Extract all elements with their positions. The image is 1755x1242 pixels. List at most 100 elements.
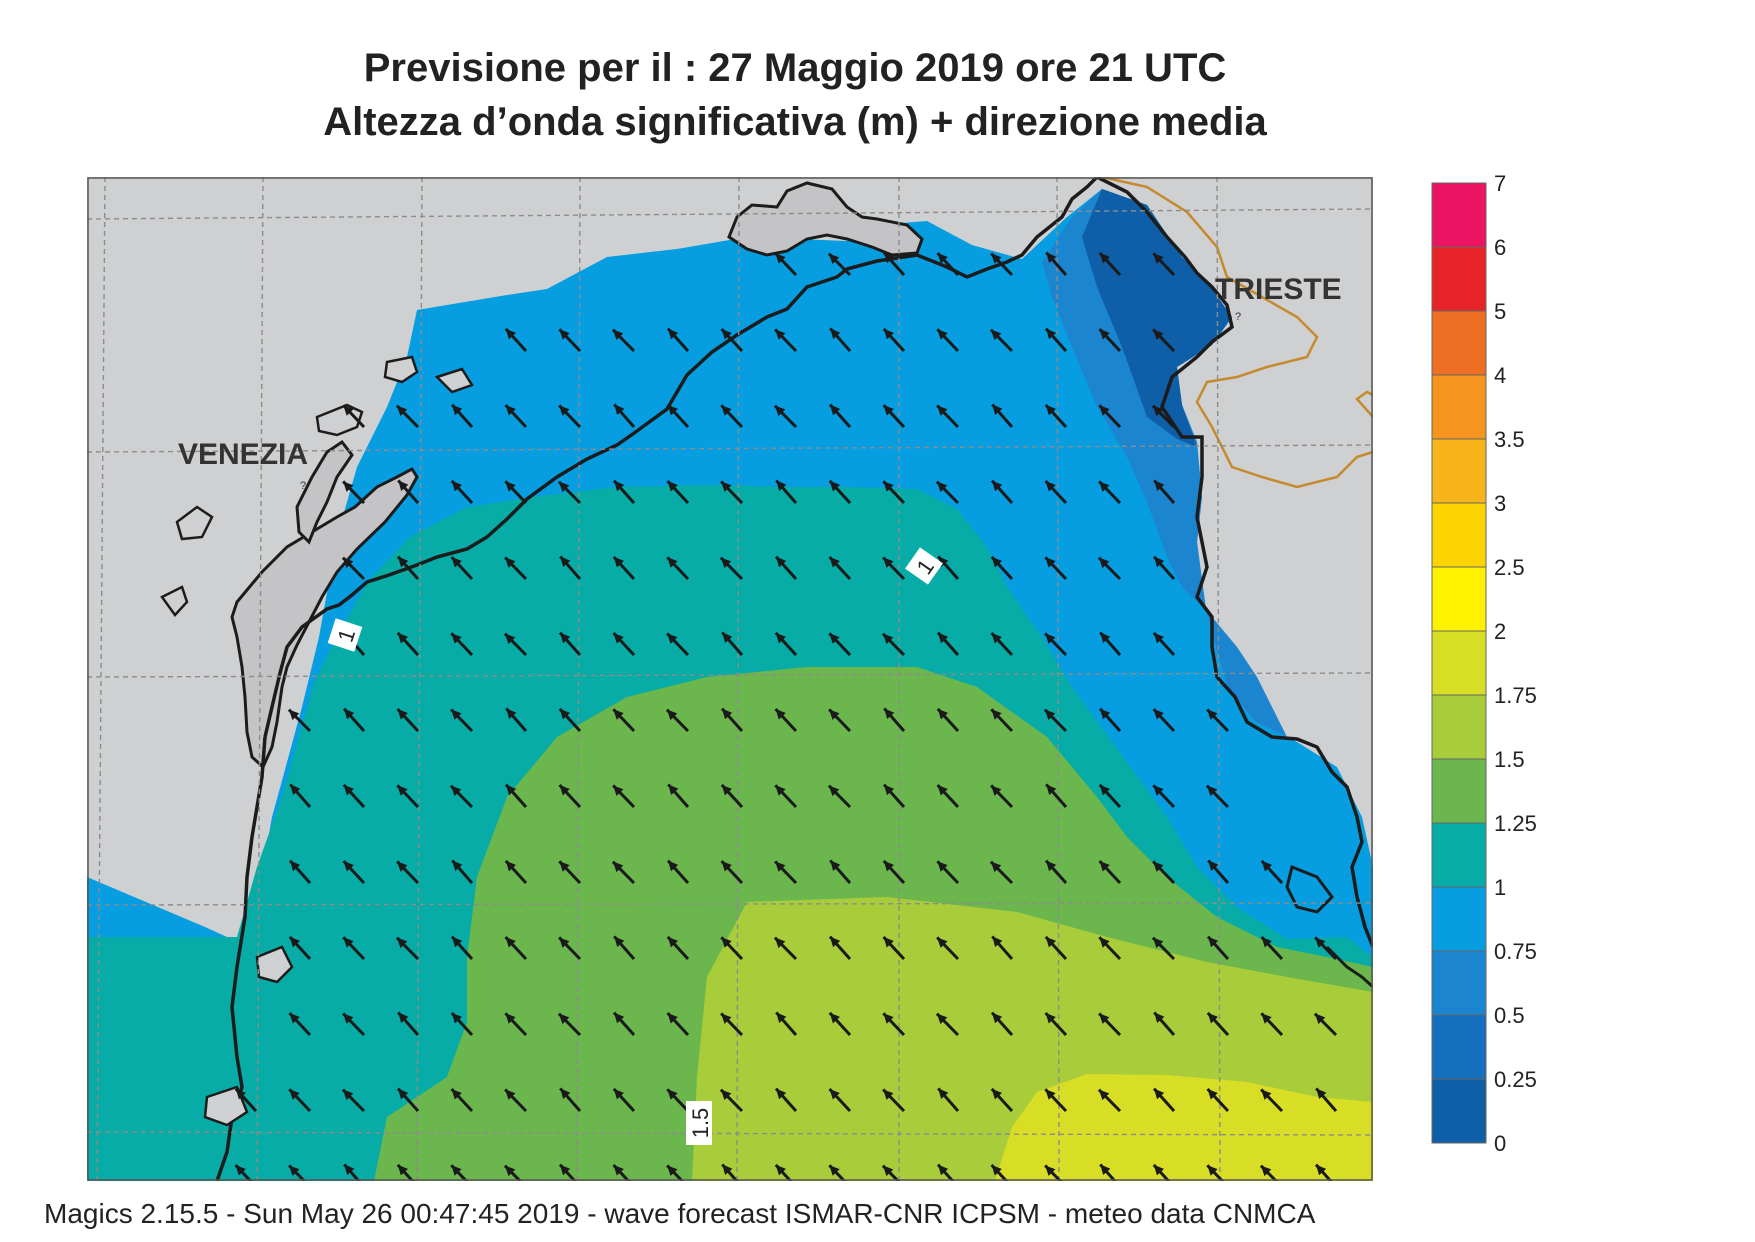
direction-arrow-head xyxy=(828,785,840,797)
direction-arrow-head xyxy=(1153,861,1164,872)
direction-arrow-head xyxy=(937,253,948,264)
direction-arrow-head xyxy=(991,709,1002,720)
direction-arrow-head xyxy=(721,405,732,416)
direction-arrow-head xyxy=(398,480,409,492)
grado-lagoon xyxy=(727,181,924,257)
direction-arrow-head xyxy=(883,481,894,492)
direction-arrow-head xyxy=(559,708,570,720)
sea-band-0-0.25 xyxy=(1082,189,1232,447)
colorbar-tick-label: 0.5 xyxy=(1494,1003,1525,1028)
direction-arrow-head xyxy=(398,1088,409,1100)
direction-arrow-head xyxy=(344,708,355,720)
direction-arrow-head xyxy=(775,709,786,720)
direction-arrow-head xyxy=(774,937,786,949)
direction-arrow-head xyxy=(1260,1165,1272,1177)
direction-arrow-head xyxy=(505,1013,516,1024)
direction-arrow-head xyxy=(560,556,571,568)
direction-arrow-head xyxy=(1154,556,1165,568)
direction-arrow-head xyxy=(559,861,570,872)
direction-arrow-head xyxy=(992,936,1003,948)
direction-arrow-head xyxy=(990,861,1002,873)
direction-arrow-head xyxy=(1100,1164,1111,1176)
direction-arrow-head xyxy=(884,708,895,720)
wave-direction-arrows xyxy=(234,251,1338,1181)
direction-arrow-head xyxy=(343,481,354,492)
direction-arrow-head xyxy=(1207,709,1218,720)
direction-arrow-head xyxy=(991,785,1002,796)
direction-arrow-head xyxy=(721,784,732,796)
direction-arrow-head xyxy=(938,1164,949,1176)
colorbar-tick-label: 2.5 xyxy=(1494,555,1525,580)
direction-arrow-head xyxy=(722,632,733,644)
direction-arrow-head xyxy=(883,405,894,416)
colorbar-swatches xyxy=(1431,182,1487,1144)
direction-arrow-head xyxy=(1045,936,1056,948)
direction-arrow-head xyxy=(991,253,1002,264)
colorbar-tick-label: 0.75 xyxy=(1494,939,1537,964)
direction-arrow-head xyxy=(560,632,571,644)
direction-arrow-head xyxy=(1314,1013,1326,1025)
direction-arrow-head xyxy=(614,480,625,492)
direction-arrow-head xyxy=(1153,709,1164,720)
direction-arrow-head xyxy=(396,405,408,417)
colorbar-tick-label: 3.5 xyxy=(1494,427,1525,452)
direction-arrow-head xyxy=(344,1164,355,1176)
direction-arrow-head xyxy=(235,1088,246,1100)
direction-arrow-head xyxy=(1153,253,1164,264)
colorbar-tick-label: 0.25 xyxy=(1494,1067,1537,1092)
direction-arrow-head xyxy=(775,253,786,264)
direction-arrow-head xyxy=(938,1088,949,1100)
direction-arrow-head xyxy=(937,405,948,416)
colorbar-swatch xyxy=(1431,630,1487,696)
direction-arrow-head xyxy=(1099,329,1110,340)
direction-arrow-head xyxy=(937,937,948,948)
direction-arrow-head xyxy=(1154,1088,1165,1100)
direction-arrow-head xyxy=(613,1088,624,1100)
direction-arrow-head xyxy=(883,937,894,948)
direction-arrow-head xyxy=(1152,937,1164,949)
direction-arrow-head xyxy=(1098,557,1110,569)
direction-arrow-head xyxy=(1045,1013,1056,1024)
direction-arrow-head xyxy=(883,1013,894,1024)
direction-arrow-head xyxy=(235,1165,246,1176)
direction-arrow-head xyxy=(722,708,733,720)
direction-arrow-head xyxy=(397,785,408,796)
direction-arrow-head xyxy=(1099,937,1110,948)
direction-arrow-head xyxy=(343,405,354,416)
direction-arrow-head xyxy=(451,557,462,568)
direction-arrow-head xyxy=(343,937,354,948)
direction-arrow-head xyxy=(1208,860,1219,872)
direction-arrow-head xyxy=(992,480,1003,492)
direction-arrow-head xyxy=(668,784,679,796)
direction-arrow-head xyxy=(1099,861,1110,872)
direction-arrow-head xyxy=(505,481,516,492)
direction-arrow-head xyxy=(613,633,624,644)
direction-arrow-head xyxy=(720,557,732,569)
direction-arrow-head xyxy=(830,936,841,948)
direction-arrow-head xyxy=(1099,252,1110,264)
direction-arrow-head xyxy=(290,784,301,796)
colorbar-swatch xyxy=(1431,374,1487,440)
colorbar-tick-label: 1.25 xyxy=(1494,811,1537,836)
direction-arrow-head xyxy=(1153,1164,1164,1176)
colorbar-swatch xyxy=(1431,182,1487,248)
direction-arrow-head xyxy=(450,785,462,797)
colorbar-tick-label: 7 xyxy=(1494,175,1506,196)
direction-arrow-head xyxy=(1153,329,1164,340)
direction-arrow-head xyxy=(398,556,409,568)
direction-arrow-head xyxy=(289,1165,300,1176)
colorbar-swatch xyxy=(1431,950,1487,1016)
direction-arrow-head xyxy=(668,328,679,340)
trieste-marker: ? xyxy=(1235,311,1241,323)
direction-arrow-head xyxy=(613,785,624,796)
direction-arrow-head xyxy=(1045,404,1056,416)
direction-arrow-head xyxy=(558,481,570,493)
direction-arrow-head xyxy=(1045,481,1056,492)
direction-arrow-head xyxy=(830,404,841,416)
direction-arrow-head xyxy=(1208,936,1219,948)
direction-arrow-head xyxy=(721,329,732,340)
colorbar-tick-label: 1.5 xyxy=(1494,747,1525,772)
direction-arrow-head xyxy=(1206,785,1218,797)
direction-arrow-head xyxy=(882,633,894,645)
coastline-west xyxy=(263,177,1099,738)
